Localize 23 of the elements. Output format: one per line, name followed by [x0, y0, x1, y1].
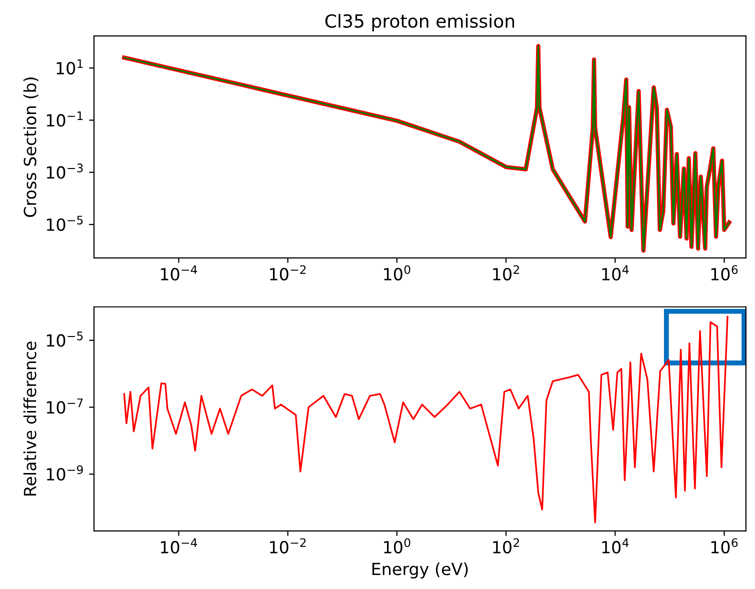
x-tick-label: 10$^{4}$: [602, 538, 629, 554]
x-tick-label: 10$^{−2}$: [270, 265, 306, 280]
x-tick-label: 10$^{6}$: [711, 265, 738, 280]
x-tick-label: 10$^{−2}$: [270, 538, 306, 554]
x-tick-label: 10$^{0}$: [384, 538, 410, 554]
x-tick-label: 10$^{4}$: [602, 265, 629, 280]
y-tick-label: 10$^{−9}$: [46, 465, 83, 481]
y-axis-title: Cross Section (b): [23, 78, 38, 217]
y-tick-label: 10$^{−5}$: [46, 332, 83, 347]
x-tick-label: 10$^{0}$: [384, 265, 410, 280]
y-tick-label: 10$^{−5}$: [46, 216, 83, 231]
chart-title: Cl35 proton emission: [325, 14, 514, 32]
y-tick-label: 10$^{−1}$: [46, 112, 83, 127]
x-tick-label: 10$^{−4}$: [160, 265, 198, 280]
y-tick-label: 10$^{1}$: [56, 59, 83, 74]
x-tick-label: 10$^{−4}$: [160, 538, 198, 554]
y-tick-label: 10$^{−7}$: [46, 398, 83, 414]
y-axis-title: Relative difference: [23, 342, 36, 496]
x-tick-label: 10$^{2}$: [493, 265, 519, 280]
x-tick-label: 10$^{6}$: [711, 538, 738, 554]
x-tick-label: 10$^{2}$: [493, 538, 519, 554]
y-tick-label: 10$^{−3}$: [46, 164, 83, 179]
x-axis-title: Energy (eV): [372, 562, 468, 579]
